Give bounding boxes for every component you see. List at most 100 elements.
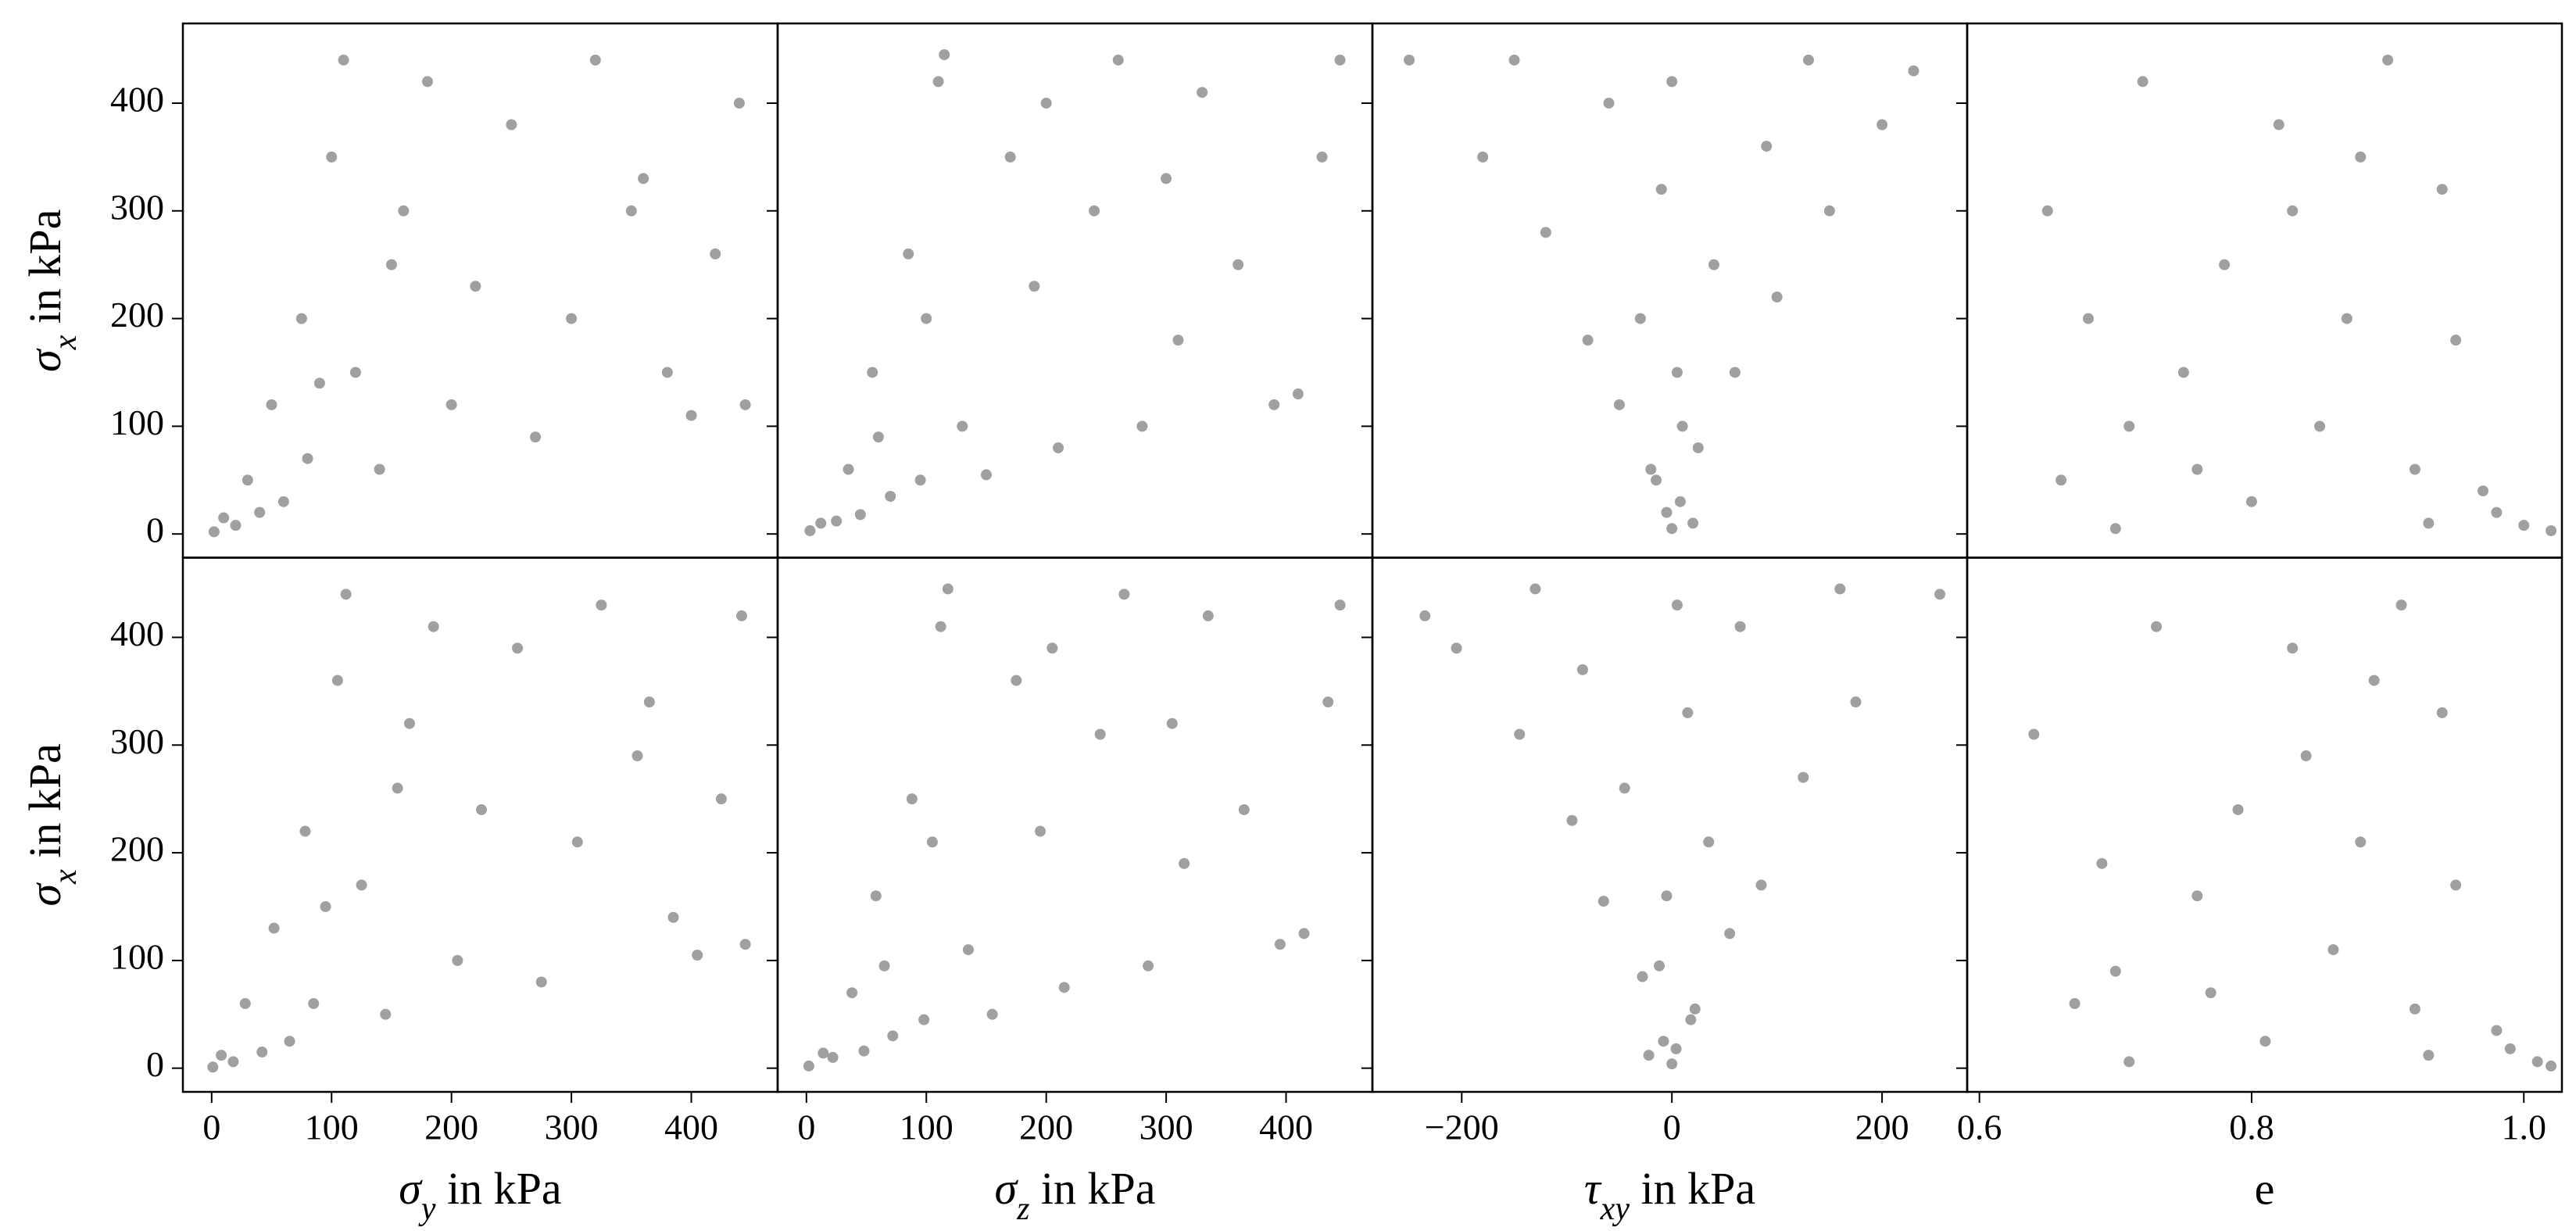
point: [1689, 1003, 1701, 1015]
point: [277, 496, 289, 507]
point: [1671, 367, 1683, 378]
point: [421, 76, 433, 88]
y-tick-label: 100: [110, 403, 164, 442]
point: [340, 589, 352, 600]
point: [1540, 227, 1551, 238]
panel-frame: [1371, 22, 1969, 559]
point: [254, 506, 266, 518]
point: [1761, 141, 1773, 152]
point: [1576, 664, 1588, 675]
axis-label: σx in kPa: [20, 743, 83, 906]
x-tick-label: 200: [1019, 1108, 1073, 1147]
panel-frame: [776, 22, 1374, 559]
point: [1823, 205, 1835, 216]
point: [299, 825, 311, 837]
point: [1029, 281, 1040, 292]
point: [1934, 589, 1946, 600]
point: [661, 367, 673, 378]
point: [1666, 1058, 1678, 1070]
point: [374, 463, 385, 475]
point: [2123, 420, 2135, 432]
x-tick-label: 100: [305, 1108, 359, 1147]
point: [2314, 420, 2326, 432]
point: [1046, 642, 1058, 654]
point: [1850, 696, 1862, 708]
point: [2477, 485, 2488, 497]
point: [2546, 525, 2557, 537]
point: [625, 205, 637, 216]
point: [1658, 1036, 1669, 1047]
point: [2300, 750, 2312, 762]
point: [918, 1014, 930, 1025]
point: [1654, 960, 1665, 972]
point: [1334, 599, 1346, 611]
point: [2423, 1050, 2435, 1061]
point: [1755, 879, 1767, 891]
point: [2355, 151, 2367, 163]
point: [692, 949, 703, 961]
axis-label-part: σ: [399, 1163, 423, 1214]
axis-label-part: x: [48, 335, 84, 350]
point: [1687, 517, 1699, 529]
point: [1166, 717, 1178, 729]
point: [1404, 54, 1415, 66]
point: [2436, 184, 2448, 195]
point: [2491, 1025, 2503, 1036]
y-tick-label: 400: [110, 80, 164, 120]
point: [428, 621, 439, 632]
x-tick-label: 300: [1140, 1108, 1193, 1147]
point: [1619, 782, 1630, 794]
point: [207, 1061, 219, 1073]
x-tick-label: 0: [202, 1108, 220, 1147]
point: [1419, 610, 1431, 621]
point: [1676, 420, 1688, 432]
point: [1508, 54, 1520, 66]
point: [803, 1060, 814, 1072]
point: [1674, 496, 1686, 507]
point: [320, 900, 331, 912]
point: [535, 976, 547, 988]
point: [385, 259, 397, 270]
axis-label-part: in kPa: [20, 209, 70, 335]
axis-label-part: in kPa: [1029, 1163, 1155, 1214]
point: [2191, 463, 2203, 475]
point: [733, 97, 745, 109]
point: [1670, 1043, 1682, 1054]
point: [284, 1036, 295, 1047]
x-tick-label: 1.0: [2501, 1108, 2546, 1147]
point: [2409, 1003, 2420, 1015]
point: [2327, 944, 2339, 956]
point: [1637, 971, 1648, 982]
point: [1703, 836, 1715, 848]
point: [1582, 335, 1594, 346]
x-tick-label: 0.8: [2229, 1108, 2274, 1147]
panel-frame: [1371, 556, 1969, 1093]
axis-label: σz in kPa: [994, 1163, 1155, 1226]
point: [858, 1045, 870, 1057]
point: [2409, 463, 2420, 475]
x-tick-label: 400: [1259, 1108, 1313, 1147]
point: [1802, 54, 1814, 66]
point: [208, 526, 220, 538]
point: [268, 922, 280, 934]
point: [2096, 857, 2108, 869]
point: [1655, 184, 1667, 195]
y-tick-label: 400: [110, 614, 164, 653]
point: [1322, 696, 1334, 708]
y-tick-label: 300: [110, 187, 164, 227]
axis-label: τxy in kPa: [1584, 1163, 1755, 1226]
point: [1877, 119, 1888, 131]
point: [957, 420, 968, 432]
point: [1708, 259, 1719, 270]
point: [867, 367, 878, 378]
panel-frame: [1966, 556, 2563, 1093]
point: [2504, 1043, 2516, 1054]
point: [1118, 589, 1130, 600]
point: [735, 610, 747, 621]
point: [216, 1050, 227, 1061]
point: [476, 803, 488, 815]
point: [1729, 367, 1741, 378]
x-tick-label: 0.6: [1957, 1108, 2002, 1147]
